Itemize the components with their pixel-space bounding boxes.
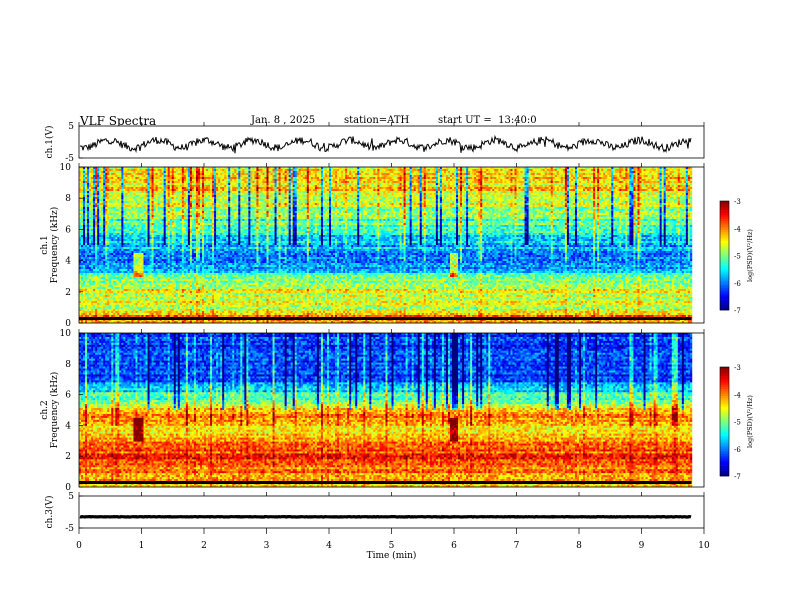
x-tick-label: 9 [639,541,645,551]
ch2-spectrogram-colorbar-label: log(PSD)(V²/Hz) [746,395,754,448]
ch3-waveform-ytick-label: -5 [65,524,74,534]
ch3-waveform-ytick-label: 5 [68,492,74,502]
ch2-spectrogram-colorbar-tick: -4 [734,391,741,399]
ch2-spectrogram-ytick-label: 10 [60,329,72,339]
ch2-spectrogram-ytick-label: 8 [65,360,71,370]
ch1-spectrogram-ytick-label: 10 [60,163,72,173]
ch1-waveform-ylabel: ch.1(V) [44,126,55,159]
ch2-spectrogram-ytick-label: 6 [65,391,71,401]
ch1-spectrogram-lf-band [79,317,692,320]
ch1-spectrogram-ytick-label: 4 [65,257,71,267]
ch1-spectrogram-ylabel2: Frequency (kHz) [49,207,60,284]
ch1-spectrogram-colorbar-tick: -6 [734,280,741,288]
x-tick-label: 1 [139,541,145,551]
ch1-spectrogram-ytick-label: 8 [65,194,71,204]
x-tick-label: 6 [451,541,457,551]
x-tick-label: 10 [698,541,710,551]
ch3-waveform-ylabel: ch.3(V) [44,496,55,529]
ch2-spectrogram-colorbar-tick: -5 [734,419,741,427]
ch2-spectrogram-cells [79,333,692,487]
ch2-spectrogram-colorbar-tick: -3 [734,364,741,372]
x-tick-label: 4 [326,541,332,551]
ch2-spectrogram-ytick-label: 2 [65,452,71,462]
ch1-spectrogram-colorbar-tick: -7 [734,307,741,315]
ch2-spectrogram-colorbar-tick: -7 [734,473,741,481]
x-tick-label: 5 [389,541,395,551]
ch3-waveform-frame [79,496,704,528]
ch1-spectrogram-colorbar-tick: -3 [734,198,741,206]
ch2-spectrogram-ytick-label: 4 [65,421,71,431]
x-tick-label: 2 [201,541,207,551]
ch1-spectrogram-ytick-label: 6 [65,225,71,235]
ch1-spectrogram-colorbar-label: log(PSD)(V²/Hz) [746,229,754,282]
ch2-spectrogram-colorbar [720,367,729,476]
x-tick-label: 7 [514,541,520,551]
x-tick-label: 8 [576,541,582,551]
ch2-spectrogram-ylabel2: Frequency (kHz) [49,372,60,449]
x-axis-label: Time (min) [367,550,417,561]
ch1-spectrogram-colorbar-tick: -4 [734,225,741,233]
ch1-waveform-ytick-label: 5 [68,122,74,132]
ch1-spectrogram-ylabel: ch.1 [40,235,50,254]
ch2-spectrogram-lf-band [79,481,692,484]
ch1-spectrogram-colorbar-tick: -5 [734,253,741,261]
ch1-spectrogram-ytick-label: 2 [65,288,71,298]
ch1-spectrogram-ytick-label: 0 [65,319,71,329]
x-tick-label: 3 [264,541,270,551]
ch2-spectrogram-ylabel: ch.2 [40,400,50,419]
ch1-spectrogram-cells [79,167,692,323]
ch1-spectrogram-colorbar [720,201,729,310]
ch2-spectrogram-colorbar-tick: -6 [734,446,741,454]
x-tick-label: 0 [76,541,82,551]
